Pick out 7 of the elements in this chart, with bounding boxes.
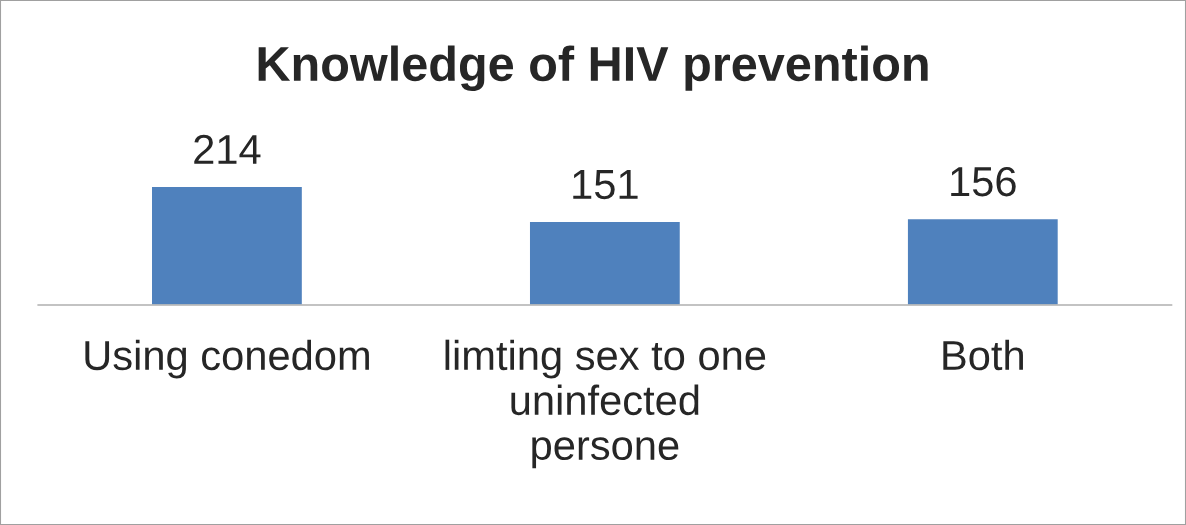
- data-label: 151: [573, 170, 638, 200]
- data-label: 156: [951, 166, 1016, 197]
- data-label: 214: [194, 134, 261, 164]
- chart-title: Knowledge of HIV prevention: [258, 45, 928, 92]
- x-tick-label: Both: [943, 339, 1023, 371]
- x-tick-label: Using conedom: [85, 339, 369, 379]
- x-tick-label: limting sex to one uninfected persone: [445, 339, 766, 469]
